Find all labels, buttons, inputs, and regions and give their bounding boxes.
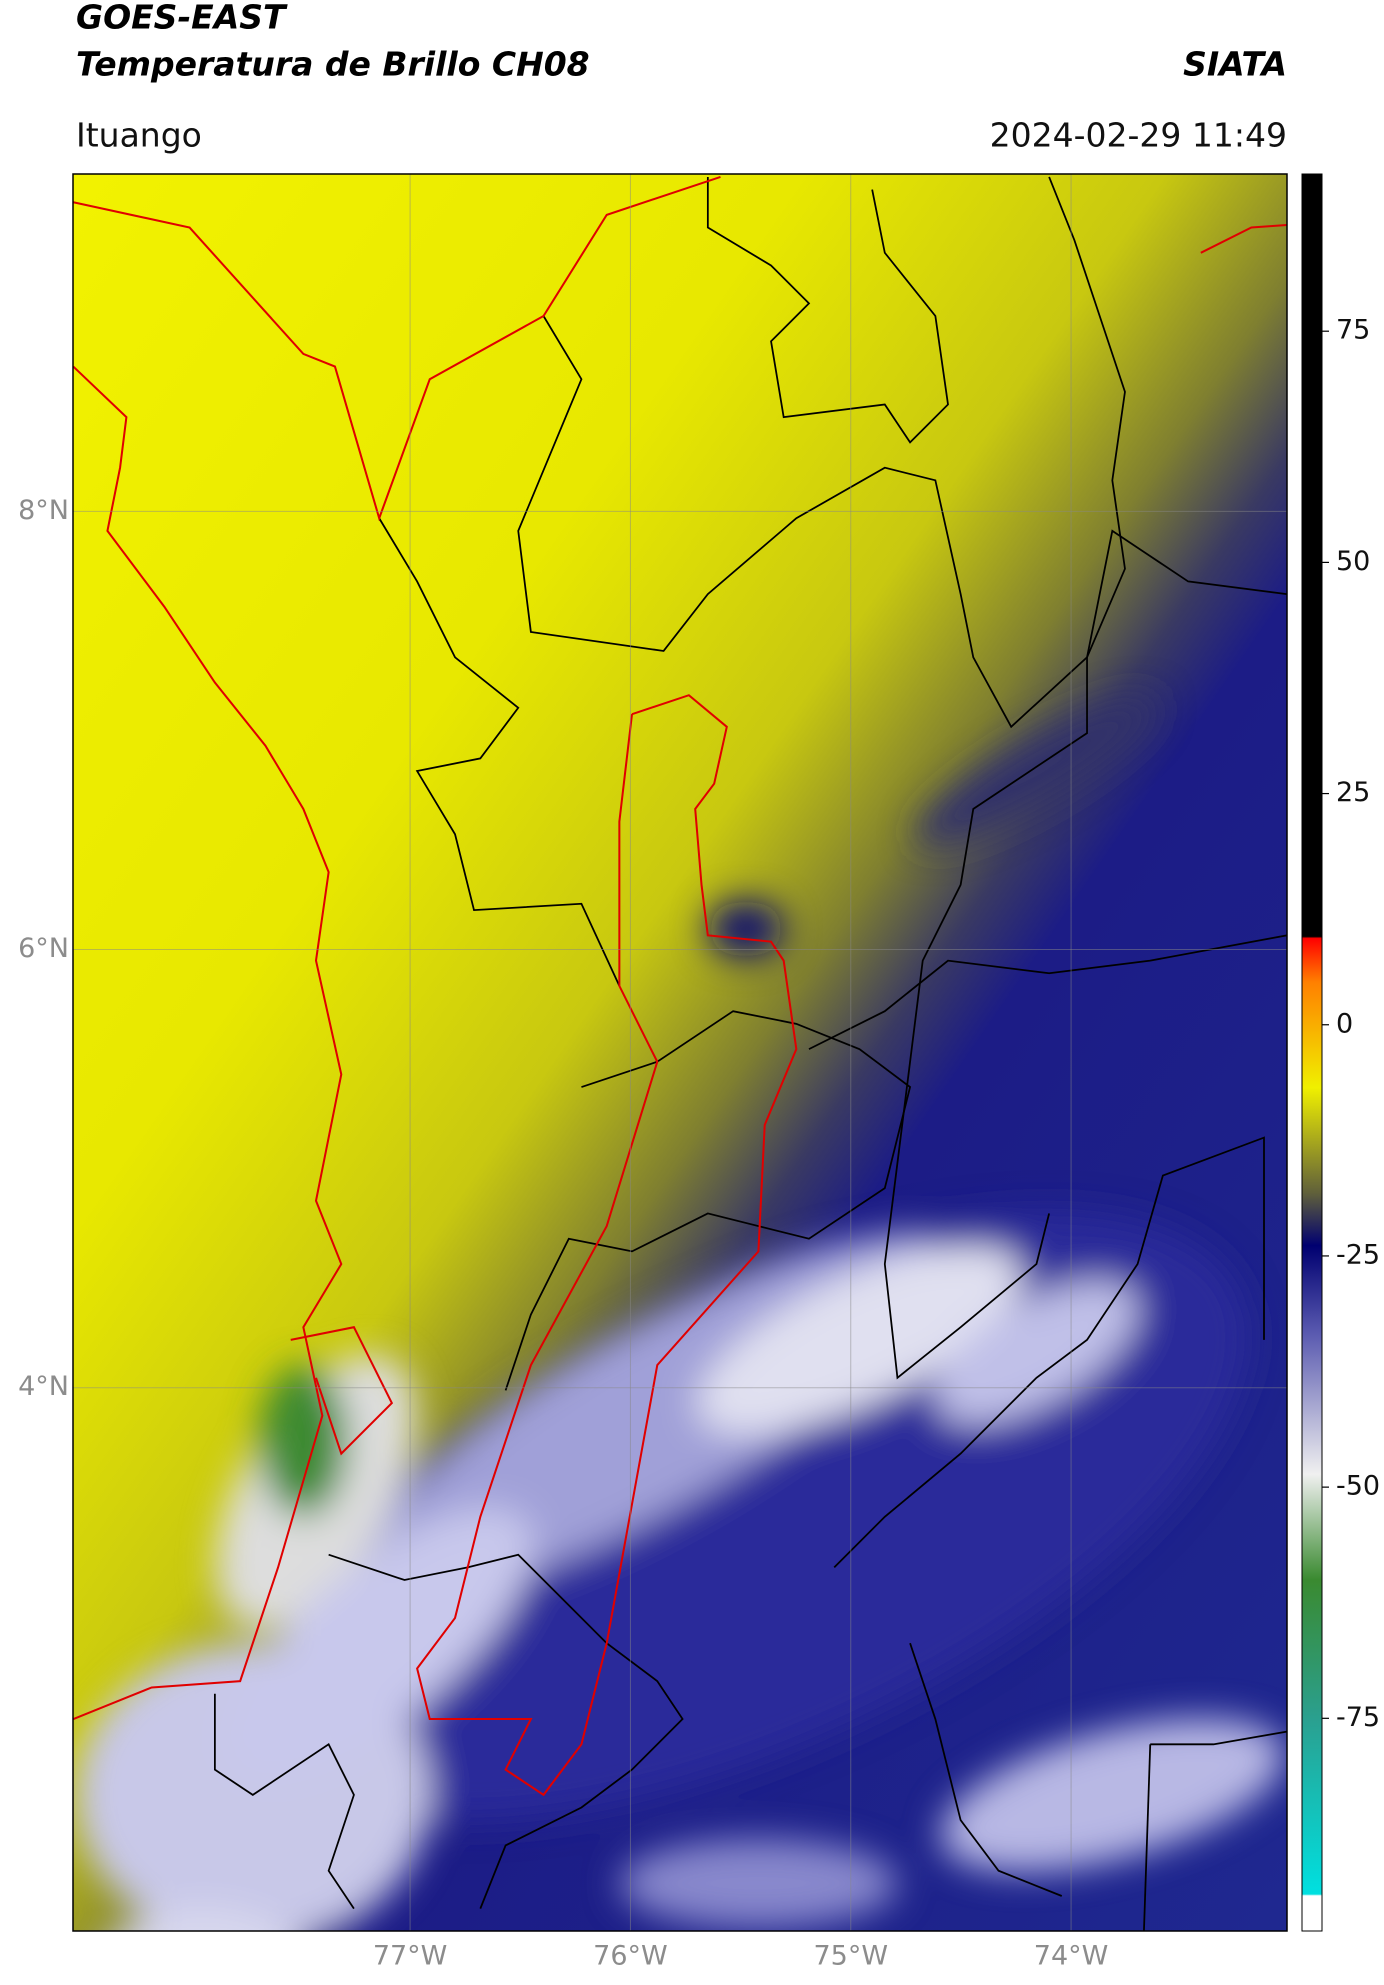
timestamp: 2024-02-29 11:49	[990, 116, 1287, 155]
colorbar	[1301, 173, 1323, 1932]
colorbar-tick-label: -75	[1336, 1702, 1380, 1733]
lon-label: 74°W	[1034, 1941, 1109, 1972]
lat-label: 6°N	[18, 933, 69, 964]
colorbar-tick-label: 75	[1336, 315, 1370, 346]
subtitle: Temperatura de Brillo CH08	[76, 45, 590, 84]
colorbar-tick-label: 50	[1336, 546, 1370, 577]
colorbar-tick-label: -25	[1336, 1239, 1380, 1270]
title: GOES-EAST	[76, 0, 288, 37]
lon-label: 75°W	[813, 1941, 888, 1972]
lon-label: 76°W	[593, 1941, 668, 1972]
brand: SIATA	[1183, 45, 1287, 84]
map-frame	[72, 173, 1288, 1932]
lat-label: 4°N	[18, 1371, 69, 1402]
lat-label: 8°N	[18, 495, 69, 526]
lon-label: 77°W	[373, 1941, 448, 1972]
map-image	[73, 174, 1287, 1931]
location: Ituango	[76, 116, 202, 155]
colorbar-tick-label: 0	[1336, 1008, 1353, 1039]
colorbar-tick-label: -50	[1336, 1471, 1380, 1502]
colorbar-tick-label: 25	[1336, 777, 1370, 808]
